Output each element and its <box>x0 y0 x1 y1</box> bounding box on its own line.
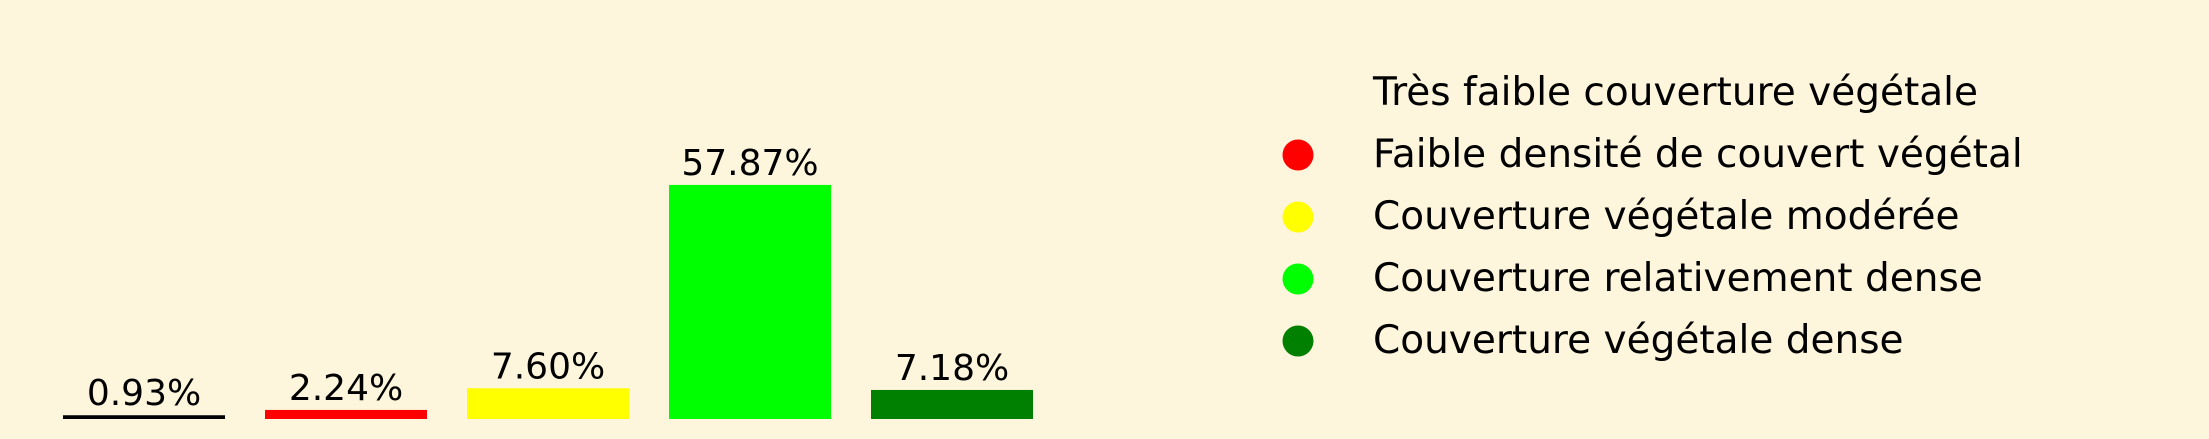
legend-item-2: Faible densité de couvert végétal <box>1282 132 2023 177</box>
legend-marker-4 <box>1282 263 1314 295</box>
bars-layer <box>63 184 1033 419</box>
value-labels-layer: 0.93% 2.24% 7.60% 57.87% 7.18% <box>87 143 1009 414</box>
legend-label-2: Faible densité de couvert végétal <box>1373 132 2023 177</box>
bar-3 <box>467 388 629 419</box>
legend-label-1: Très faible couverture végétale <box>1372 70 1978 115</box>
bar-2 <box>265 409 427 419</box>
bar-4 <box>669 184 831 419</box>
legend-marker-2 <box>1282 139 1314 171</box>
bar-value-label-2: 2.24% <box>289 368 403 409</box>
bar-value-label-3: 7.60% <box>491 346 605 387</box>
legend-item-3: Couverture végétale modérée <box>1282 194 1960 239</box>
bar-value-label-5: 7.18% <box>895 348 1009 389</box>
bar-value-label-1: 0.93% <box>87 373 201 414</box>
legend-item-1: Très faible couverture végétale <box>1283 70 1978 115</box>
legend-label-5: Couverture végétale dense <box>1373 318 1904 363</box>
bar-value-label-4: 57.87% <box>681 143 818 184</box>
legend-item-5: Couverture végétale dense <box>1282 318 1904 363</box>
bar-5 <box>871 389 1033 419</box>
legend-marker-1 <box>1283 78 1314 109</box>
legend-label-3: Couverture végétale modérée <box>1373 194 1960 239</box>
legend-marker-3 <box>1282 201 1314 233</box>
legend-item-4: Couverture relativement dense <box>1282 256 1983 301</box>
legend-marker-5 <box>1282 325 1314 357</box>
bar-1 <box>63 415 225 419</box>
legend-label-4: Couverture relativement dense <box>1373 256 1983 301</box>
legend: Très faible couverture végétale Faible de… <box>1282 70 2023 363</box>
